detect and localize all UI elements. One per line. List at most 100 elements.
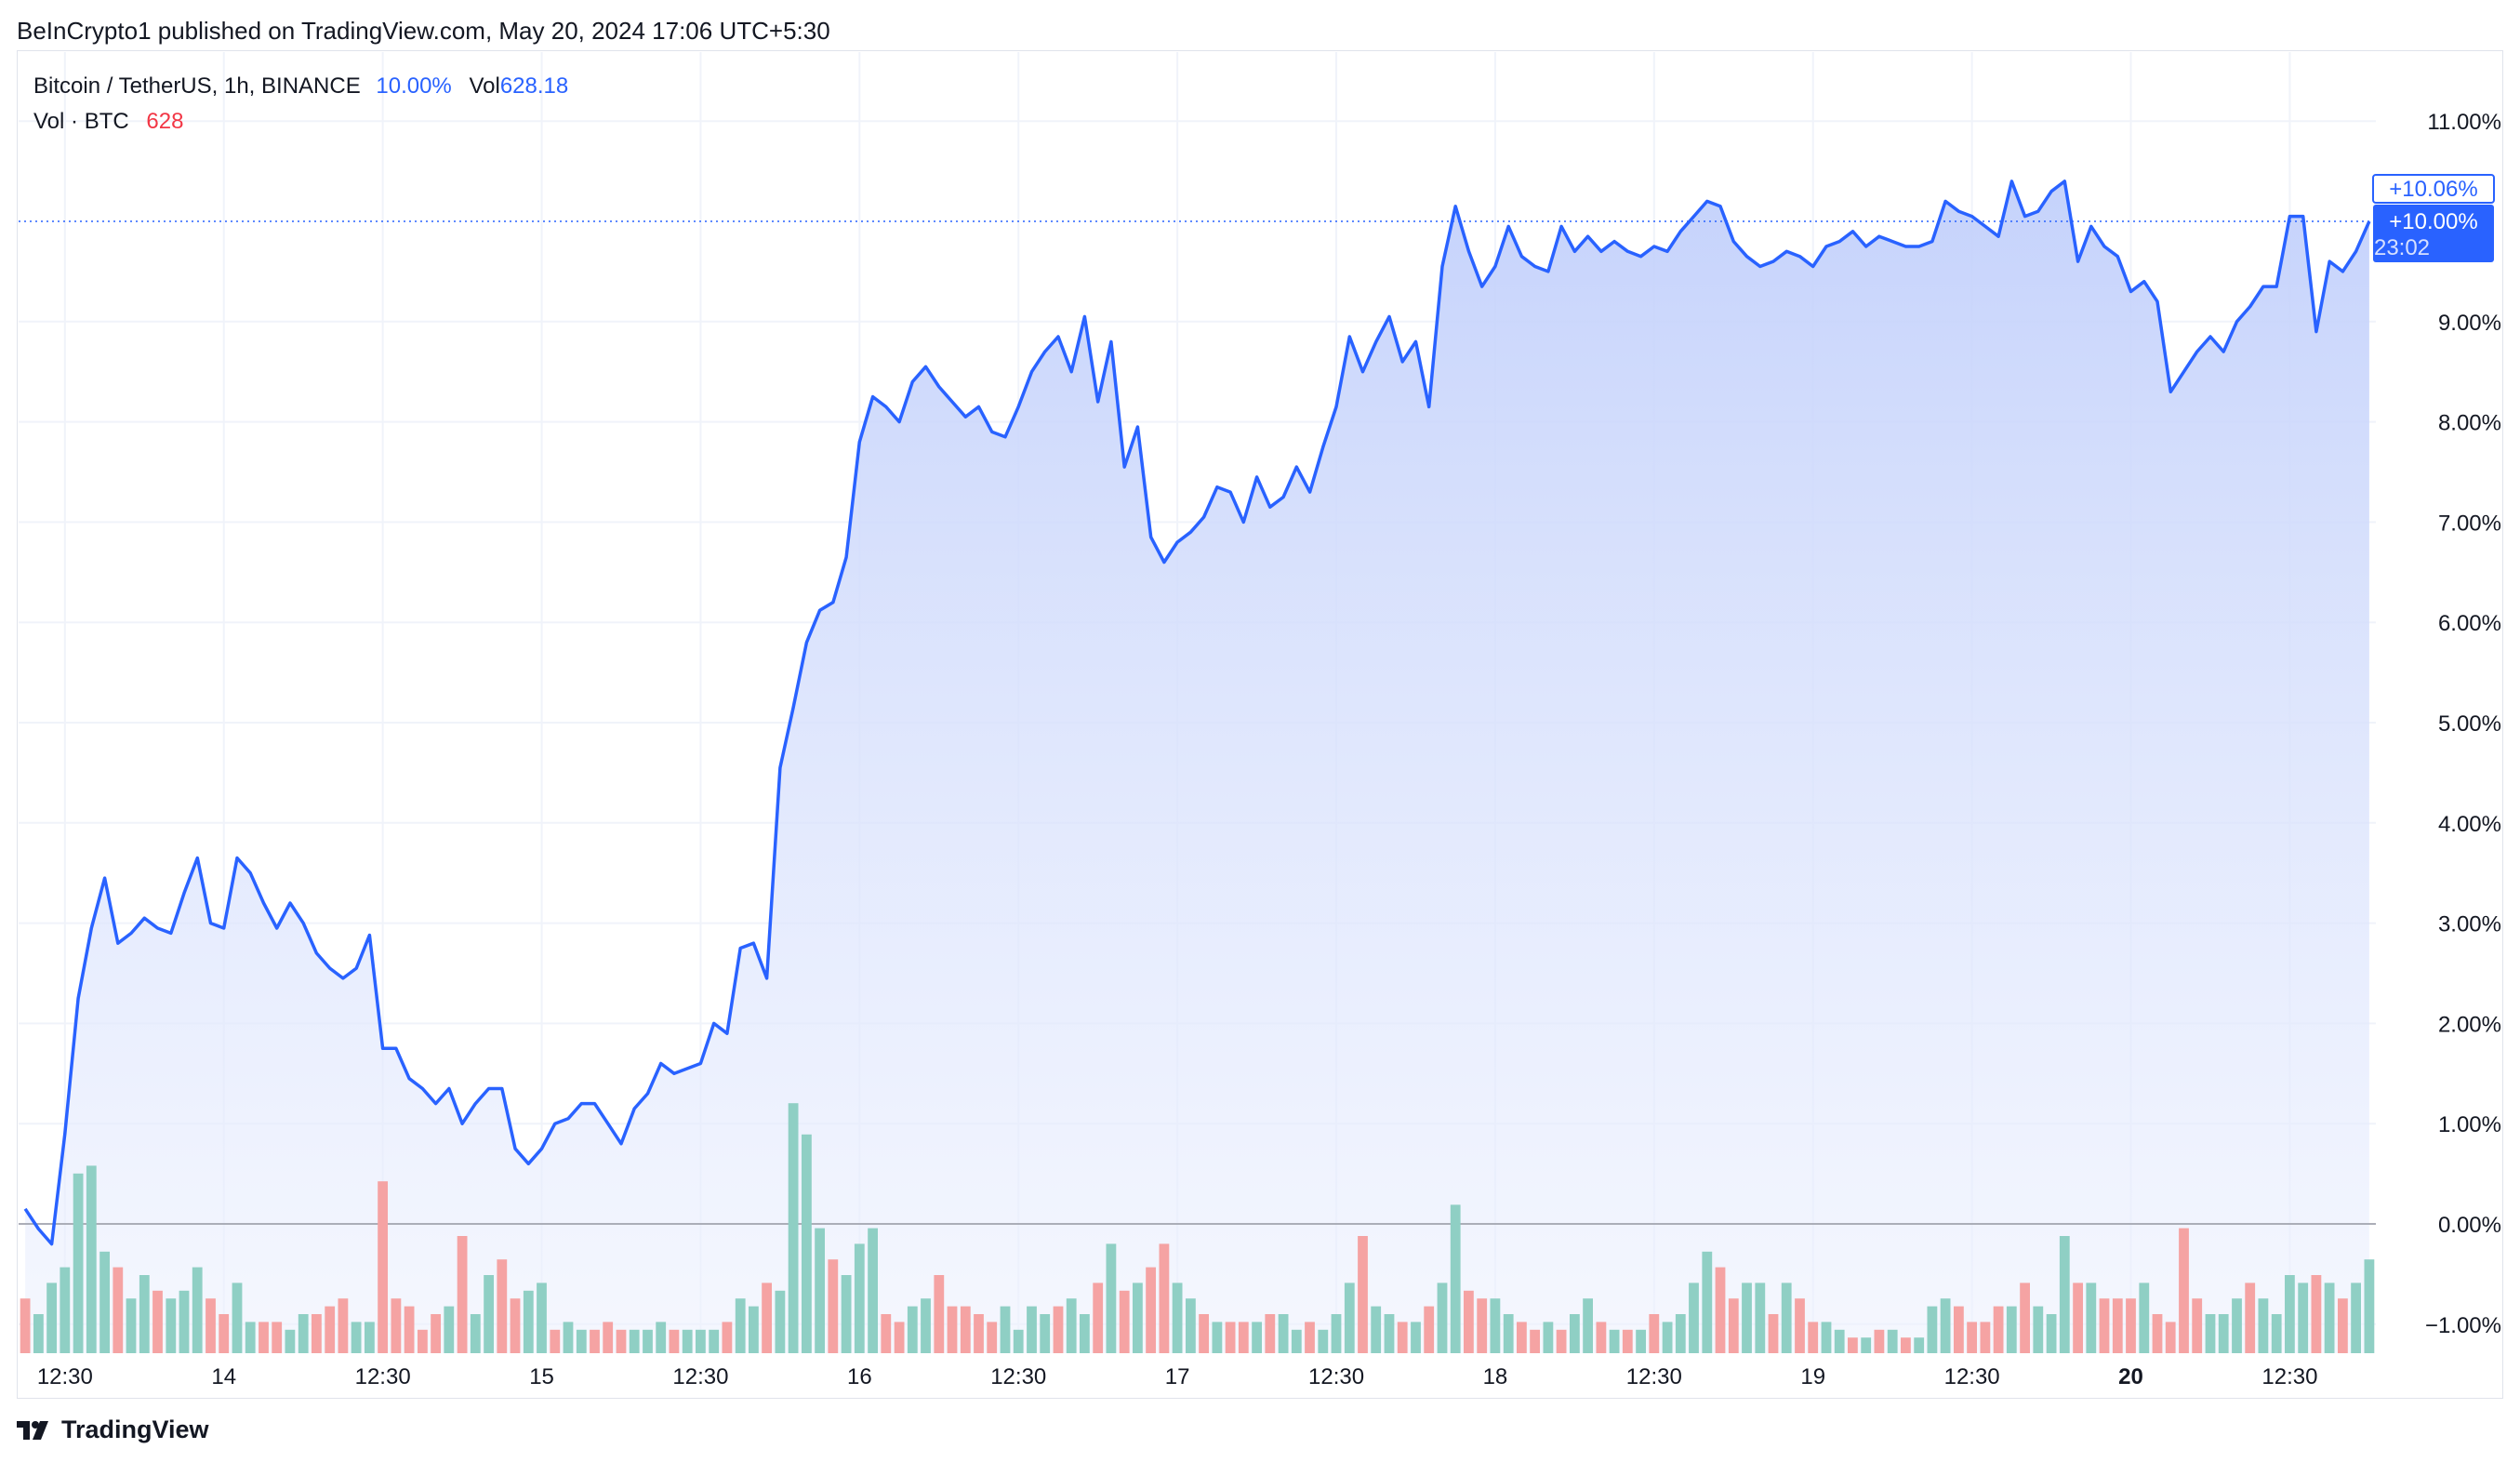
volume-bar <box>947 1306 958 1353</box>
volume-bar <box>431 1314 441 1353</box>
volume-bar <box>272 1322 283 1353</box>
volume-bar <box>1040 1314 1051 1353</box>
volume-bar <box>1861 1337 1872 1353</box>
volume-bar <box>2033 1306 2044 1353</box>
volume-bar <box>457 1236 468 1353</box>
x-tick-label: 12:30 <box>1626 1364 1682 1389</box>
tradingview-footer[interactable]: TradingView <box>17 1415 209 1444</box>
volume-bar <box>1927 1306 1938 1353</box>
volume-bar <box>907 1306 918 1353</box>
volume-bar <box>828 1259 839 1353</box>
volume-bar <box>762 1283 772 1353</box>
price-tags: +10.06% +10.00% 23:02 <box>2372 174 2495 262</box>
volume-bar <box>523 1290 534 1353</box>
volume-bar <box>1543 1322 1554 1353</box>
volume-bar <box>99 1251 110 1353</box>
volume-bar <box>2311 1275 2322 1353</box>
x-tick-label: 12:30 <box>990 1364 1046 1389</box>
volume-bar <box>1781 1283 1792 1353</box>
volume-bar <box>1437 1283 1448 1353</box>
volume-bar <box>1583 1298 1593 1353</box>
y-axis[interactable]: 11.00% 9.00% 8.00% 7.00% 6.00% 5.00% 4.00% 3.00… <box>2425 110 2501 1338</box>
volume-bar <box>1080 1314 1090 1353</box>
chart-legend: Bitcoin / TetherUS, 1h, BINANCE 10.00% V… <box>33 69 568 140</box>
x-tick-label: 16 <box>847 1364 872 1389</box>
volume-bar <box>921 1298 931 1353</box>
volume-bar <box>1093 1283 1104 1353</box>
volume-bar <box>550 1329 561 1353</box>
volume-bar <box>1291 1329 1302 1353</box>
volume-bar <box>1212 1322 1223 1353</box>
volume-bar <box>1517 1322 1527 1353</box>
volume-bar <box>2126 1298 2136 1353</box>
volume-bar <box>325 1306 336 1353</box>
volume-bar <box>1874 1329 1885 1353</box>
volume-bar <box>1344 1283 1355 1353</box>
volume-bar <box>709 1329 720 1353</box>
volume-bar <box>1159 1243 1170 1353</box>
volume-bar <box>2073 1283 2083 1353</box>
legend-volume-row: Vol · BTC 628 <box>33 104 568 140</box>
volume-bar <box>2218 1314 2229 1353</box>
legend-symbol[interactable]: Bitcoin / TetherUS, 1h, BINANCE <box>33 73 361 99</box>
chart-frame[interactable] <box>17 50 2503 1399</box>
volume-bar <box>1133 1283 1143 1353</box>
volume-bar <box>987 1322 998 1353</box>
x-axis[interactable]: 12:30 14 12:30 15 12:30 16 12:30 17 12:30 18 12:30… <box>37 1364 2318 1389</box>
x-tick-label: 12:30 <box>1308 1364 1364 1389</box>
volume-bar <box>960 1306 971 1353</box>
volume-bar <box>1636 1329 1646 1353</box>
legend-volume-value: 628 <box>146 109 184 134</box>
published-caption: BeInCrypto1 published on TradingView.com… <box>17 17 830 45</box>
legend-volume-series[interactable]: Vol · BTC <box>33 109 129 134</box>
volume-bar <box>1967 1322 1977 1353</box>
y-tick-label: 6.00% <box>2438 611 2501 636</box>
volume-bar <box>404 1306 415 1353</box>
volume-bar <box>1053 1306 1064 1353</box>
volume-bar <box>616 1329 627 1353</box>
volume-bar <box>113 1267 124 1353</box>
volume-bar <box>2324 1283 2335 1353</box>
volume-bar <box>1848 1337 1858 1353</box>
volume-bar <box>245 1322 256 1353</box>
volume-bar <box>2046 1314 2057 1353</box>
volume-bar <box>1649 1314 1660 1353</box>
volume-bar <box>1305 1322 1315 1353</box>
volume-bar <box>192 1267 203 1353</box>
x-tick-label: 20 <box>2118 1364 2143 1389</box>
volume-bar <box>1146 1267 1156 1353</box>
volume-bar <box>1768 1314 1779 1353</box>
volume-bar <box>1609 1329 1620 1353</box>
volume-bar <box>802 1134 812 1353</box>
y-tick-label: −1.00% <box>2425 1313 2501 1338</box>
volume-bar <box>1265 1314 1276 1353</box>
volume-bar <box>1715 1267 1726 1353</box>
volume-bar <box>563 1322 574 1353</box>
volume-bar <box>1225 1322 1236 1353</box>
price-area-fill <box>25 180 2369 1353</box>
y-tick-label: 7.00% <box>2438 511 2501 536</box>
volume-bar <box>206 1298 216 1353</box>
volume-bar <box>2165 1322 2176 1353</box>
volume-bar <box>298 1314 309 1353</box>
volume-bar <box>1570 1314 1580 1353</box>
volume-bar <box>2179 1228 2189 1353</box>
price-tag-current-text: +10.00% <box>2389 209 2477 234</box>
volume-bar <box>2059 1236 2070 1353</box>
tradingview-logo-icon <box>17 1420 48 1440</box>
volume-bar <box>179 1290 190 1353</box>
volume-bar <box>2192 1298 2203 1353</box>
volume-bar <box>1066 1298 1077 1353</box>
volume-bar <box>1450 1204 1461 1353</box>
volume-bar <box>735 1298 746 1353</box>
volume-bar <box>1027 1306 1037 1353</box>
legend-symbol-row: Bitcoin / TetherUS, 1h, BINANCE 10.00% V… <box>33 69 568 104</box>
volume-bar <box>1742 1283 1752 1353</box>
volume-bar <box>696 1329 706 1353</box>
volume-bar <box>1530 1329 1540 1353</box>
volume-bar <box>73 1173 84 1353</box>
volume-bar <box>2020 1283 2030 1353</box>
volume-bar <box>1318 1329 1329 1353</box>
volume-bar <box>33 1314 44 1353</box>
